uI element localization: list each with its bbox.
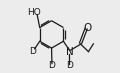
Text: D: D [30, 47, 36, 56]
Text: HO: HO [27, 8, 41, 17]
Text: O: O [83, 23, 92, 33]
Text: D: D [66, 61, 73, 70]
Text: D: D [48, 61, 55, 70]
Text: N: N [66, 47, 73, 57]
